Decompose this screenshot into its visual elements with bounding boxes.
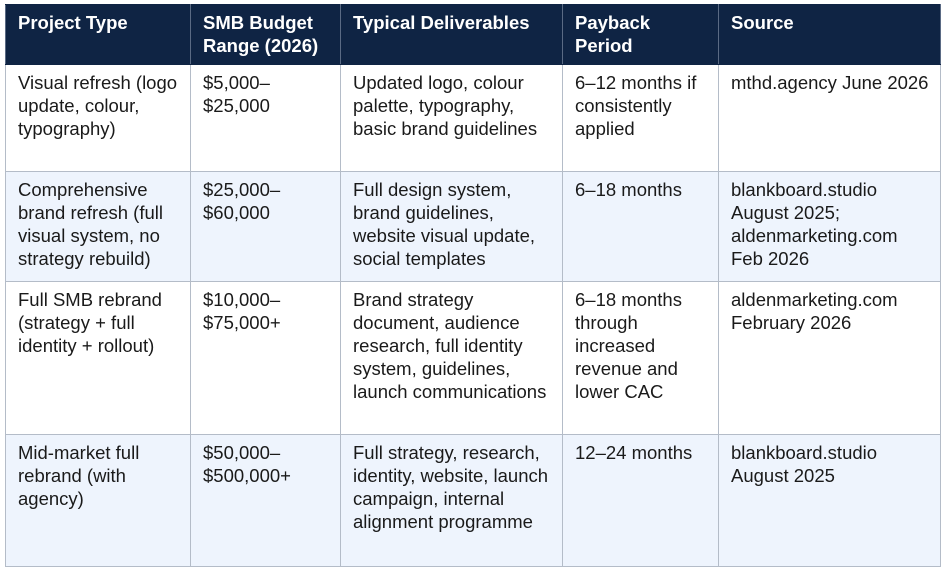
table-body: Visual refresh (logo update, colour, typ… [5,64,941,567]
table-cell: mthd.agency June 2026 [718,64,941,172]
table-cell: 6–18 months [562,171,719,282]
table-row: Comprehensive brand refresh (full visual… [5,171,941,282]
column-header: Source [718,4,941,65]
column-header: Typical Deliverables [340,4,563,65]
table-row: Visual refresh (logo update, colour, typ… [5,64,941,172]
table-cell: Full SMB rebrand (strategy + full identi… [5,281,191,435]
column-header: Project Type [5,4,191,65]
table-cell: $50,000–$500,000+ [190,434,341,567]
column-header: Payback Period [562,4,719,65]
table-cell: $5,000–$25,000 [190,64,341,172]
table-row: Mid-market full rebrand (with agency) $50… [5,434,941,567]
table-cell: Visual refresh (logo update, colour, typ… [5,64,191,172]
table-row: Full SMB rebrand (strategy + full identi… [5,281,941,435]
data-table: Project Type SMB Budget Range (2026) Typic… [5,4,941,567]
table-cell: blankboard.studio August 2025; aldenmark… [718,171,941,282]
table-cell: Comprehensive brand refresh (full visual… [5,171,191,282]
table-cell: 12–24 months [562,434,719,567]
table-cell: $10,000–$75,000+ [190,281,341,435]
table-cell: $25,000–$60,000 [190,171,341,282]
table-cell: Full strategy, research, identity, websi… [340,434,563,567]
column-header: SMB Budget Range (2026) [190,4,341,65]
table-cell: Full design system, brand guidelines, we… [340,171,563,282]
table-cell: 6–12 months if consistently applied [562,64,719,172]
table-cell: Mid-market full rebrand (with agency) [5,434,191,567]
table-cell: aldenmarketing.com February 2026 [718,281,941,435]
table-cell: blankboard.studio August 2025 [718,434,941,567]
table-cell: 6–18 months through increased revenue an… [562,281,719,435]
header-row: Project Type SMB Budget Range (2026) Typic… [5,4,941,65]
table-cell: Brand strategy document, audience resear… [340,281,563,435]
table-cell: Updated logo, colour palette, typography… [340,64,563,172]
